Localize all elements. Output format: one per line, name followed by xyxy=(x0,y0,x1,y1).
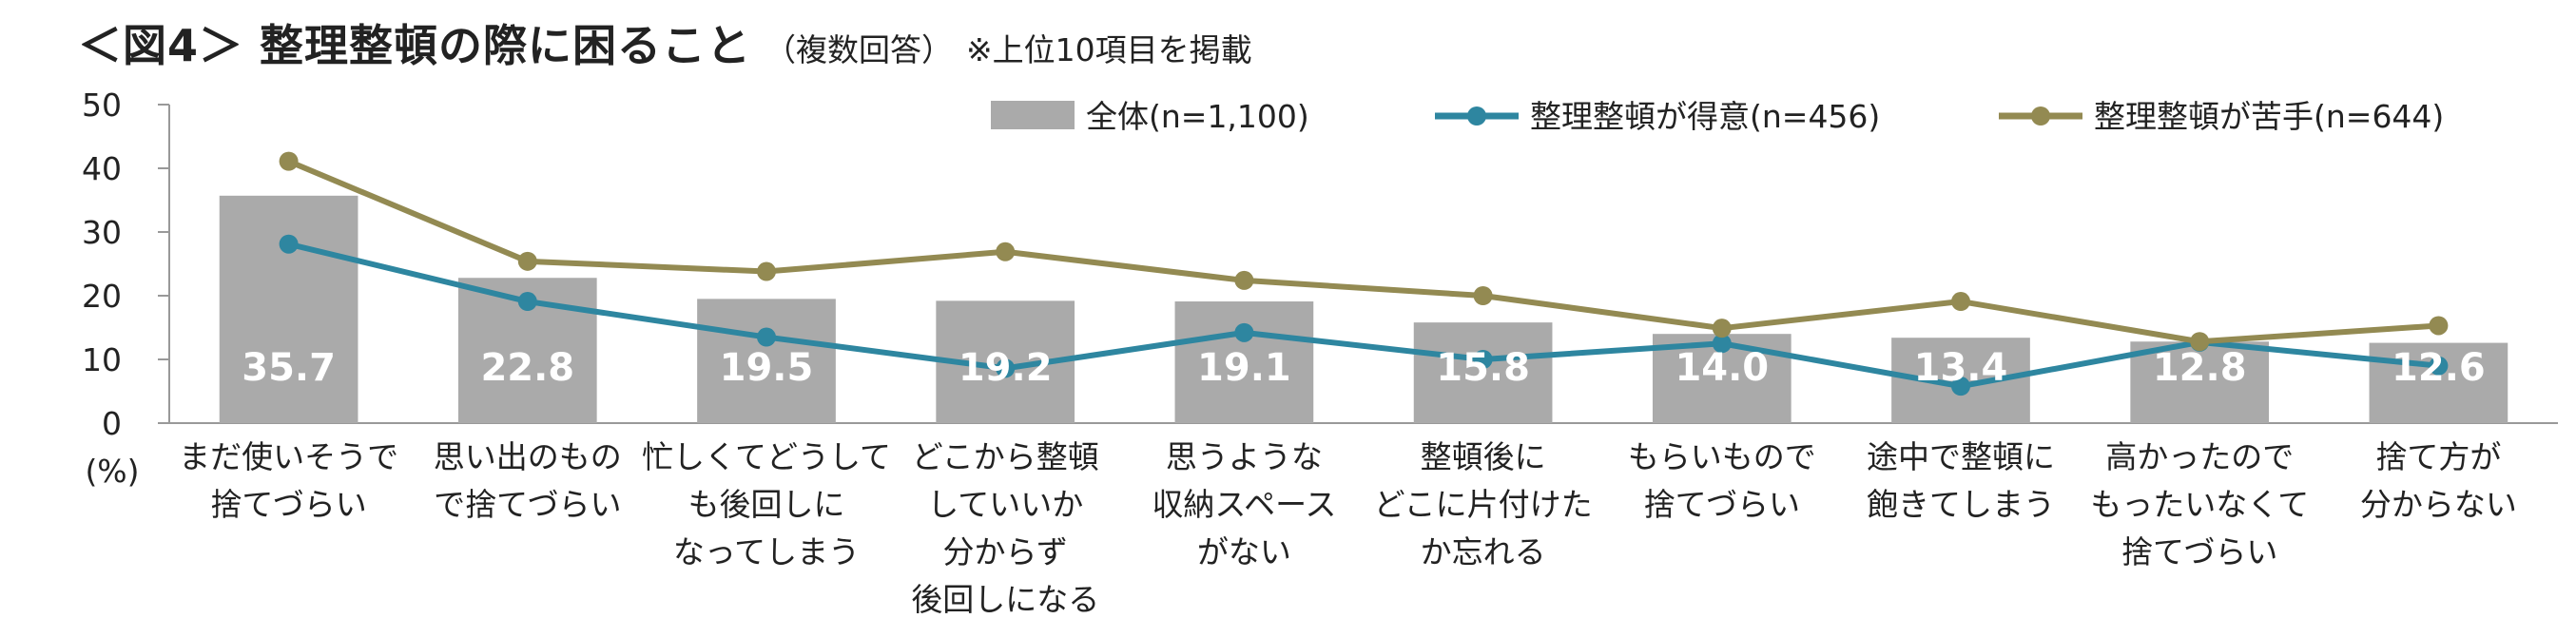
x-tick-label: も後回しに xyxy=(688,486,845,523)
legend: 全体(n=1,100) 整理整頓が得意(n=456) 整理整頓が苦手(n=644) xyxy=(991,98,2444,135)
x-tick-label: 収納スペース xyxy=(1152,486,1336,523)
x-tick-label: か忘れる xyxy=(1421,533,1546,570)
series-point xyxy=(1234,270,1254,290)
series-line xyxy=(287,241,2439,390)
series-point xyxy=(1951,292,1970,312)
data-label: 14.0 xyxy=(1675,346,1769,390)
legend-marker xyxy=(1467,106,1486,126)
x-tick-label: 捨てづらい xyxy=(210,486,366,523)
series-point xyxy=(279,151,299,171)
bar xyxy=(1174,301,1314,423)
x-tick-label: 思うような xyxy=(1166,438,1323,475)
y-tick-label: 0 xyxy=(102,405,122,442)
legend-label: 整理整頓が得意(n=456) xyxy=(1530,98,1880,135)
x-tick-label: で捨てづらい xyxy=(434,486,621,523)
bar xyxy=(2130,341,2270,423)
chart-title-sub: （複数回答） xyxy=(765,31,954,68)
legend-label: 整理整頓が苦手(n=644) xyxy=(2094,98,2444,135)
bar xyxy=(697,299,836,423)
legend-label: 全体(n=1,100) xyxy=(1086,98,1309,135)
legend-marker xyxy=(2031,106,2050,126)
x-tick-label: 高かったので xyxy=(2105,438,2294,475)
series-line xyxy=(287,158,2439,345)
x-tick-label: 後回しになる xyxy=(911,581,1099,618)
series-point xyxy=(1473,350,1493,369)
data-label: 19.5 xyxy=(720,346,814,390)
series-point xyxy=(996,358,1016,378)
y-tick-label: 10 xyxy=(82,341,122,378)
x-tick-label: 分からない xyxy=(2360,486,2517,523)
x-tick-label: 忙しくてどうして xyxy=(642,438,891,475)
x-tick-label: 整頓後に xyxy=(1421,438,1546,475)
x-tick-label: どこから整頓 xyxy=(912,438,1099,475)
series-point xyxy=(2429,356,2449,376)
data-label: 22.8 xyxy=(480,346,574,390)
data-label: 19.2 xyxy=(959,346,1053,390)
data-label: 13.4 xyxy=(1914,346,2008,390)
data-labels: 35.7 22.8 19.5 19.2 19.1 15.8 14.0 13.4 12.8 12.6 xyxy=(242,346,2486,390)
series-point xyxy=(996,242,1016,261)
series-point xyxy=(1473,286,1493,305)
series-point xyxy=(757,327,776,347)
series-point xyxy=(757,261,776,281)
data-label: 15.8 xyxy=(1436,346,1530,390)
y-tick-label: 20 xyxy=(82,278,122,315)
y-tick-label: 40 xyxy=(82,150,122,187)
x-tick-label: 捨てづらい xyxy=(1644,486,1800,523)
x-tick-label: もらいもので xyxy=(1628,438,1816,475)
x-tick-label: なってしまう xyxy=(673,533,860,570)
chart-title: ＜図4＞ 整理整頓の際に困ること （複数回答） ※上位10項目を掲載 xyxy=(78,11,1252,74)
data-label: 19.1 xyxy=(1197,346,1291,390)
series-point xyxy=(1712,319,1732,338)
x-tick-label: 分からず xyxy=(943,533,1068,570)
x-tick-label: 捨て方が xyxy=(2375,438,2501,475)
y-tick-label: 50 xyxy=(82,87,122,124)
x-tick-label: がない xyxy=(1197,533,1291,570)
x-labels: まだ使いそうで捨てづらい思い出のもので捨てづらい忙しくてどうしても後回しになって… xyxy=(179,438,2517,618)
data-label: 12.6 xyxy=(2392,346,2486,390)
series-point xyxy=(2190,332,2210,352)
bar xyxy=(219,195,358,423)
series-point xyxy=(279,234,299,254)
data-label: 12.8 xyxy=(2153,346,2247,390)
bar xyxy=(2369,342,2508,423)
x-tick-label: どこに片付けた xyxy=(1374,486,1593,523)
chart-title-main: ＜図4＞ 整理整頓の際に困ること xyxy=(78,20,752,71)
series-point xyxy=(517,251,537,271)
x-tick-label: もったいなくて xyxy=(2090,486,2309,523)
series-point xyxy=(1951,377,1970,396)
series-point xyxy=(517,292,537,312)
series-point xyxy=(1712,334,1732,354)
x-tick-label: 途中で整頓に xyxy=(1867,438,2055,475)
y-tick-label: 30 xyxy=(82,214,122,251)
x-tick-label: 思い出のもの xyxy=(434,438,622,475)
y-unit-label: (%) xyxy=(85,453,139,490)
legend-swatch xyxy=(991,101,1075,129)
bar xyxy=(1413,322,1553,423)
lines xyxy=(279,151,2449,396)
series-point xyxy=(2429,316,2449,336)
data-label: 35.7 xyxy=(242,346,336,390)
x-tick-label: 飽きてしまう xyxy=(1867,486,2055,523)
chart-title-note: ※上位10項目を掲載 xyxy=(966,31,1252,68)
x-tick-label: していいか xyxy=(927,486,1083,523)
series-point xyxy=(1234,322,1254,342)
x-tick-label: まだ使いそうで xyxy=(179,438,398,475)
x-tick-label: 捨てづらい xyxy=(2121,533,2277,570)
